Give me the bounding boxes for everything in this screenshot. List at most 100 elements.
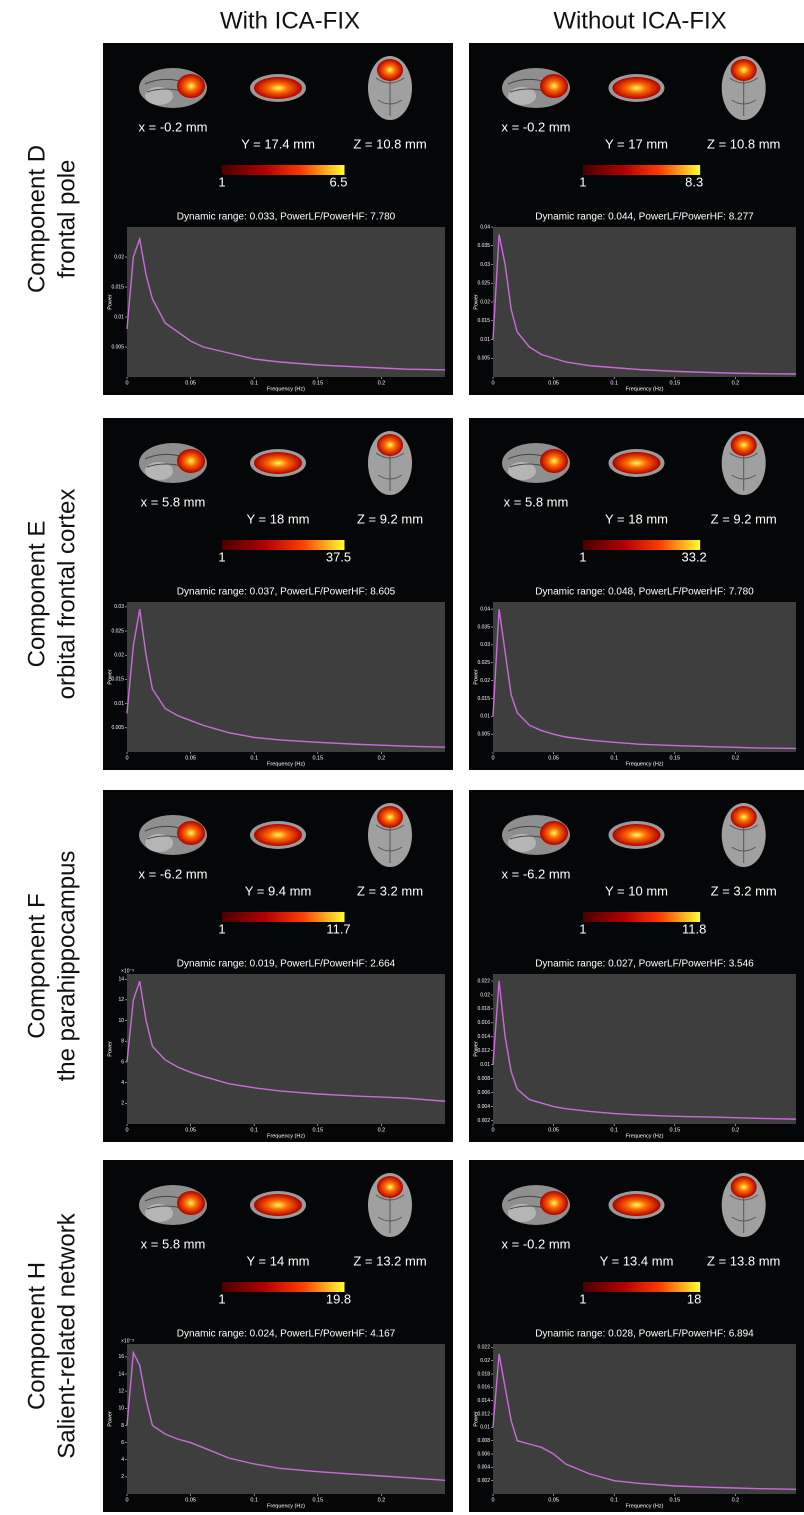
y-tick-label: 14 bbox=[118, 1371, 124, 1377]
slice-label: x = -0.2 mm bbox=[139, 119, 208, 134]
y-tick-label: 0.02 bbox=[114, 653, 124, 659]
x-tick-label: 0.1 bbox=[250, 1497, 258, 1503]
slice-label: Z = 3.2 mm bbox=[711, 883, 777, 898]
x-tick-label: 0.05 bbox=[185, 1127, 196, 1133]
brain-slice bbox=[139, 68, 207, 108]
plot-area bbox=[127, 1344, 445, 1494]
brain-slice bbox=[250, 449, 306, 477]
x-tick-label: 0.2 bbox=[732, 1497, 740, 1503]
colorbar-label: 1 bbox=[579, 174, 586, 189]
x-tick-label: 0 bbox=[125, 380, 128, 386]
y-tick-label: 0.04 bbox=[480, 606, 490, 612]
x-tick-label: 0.2 bbox=[378, 1127, 386, 1133]
y-tick-label: 0.01 bbox=[114, 701, 124, 707]
colorbar-label: 8.3 bbox=[685, 174, 703, 189]
x-tick-label: 0 bbox=[491, 755, 494, 761]
colorbar-label: 1 bbox=[218, 921, 225, 936]
y-tick-label: 0.006 bbox=[477, 1090, 490, 1096]
brain-slice bbox=[722, 56, 766, 120]
y-tick-label: 0.005 bbox=[111, 725, 124, 731]
colorbar-label: 6.5 bbox=[329, 174, 347, 189]
activation bbox=[177, 1191, 205, 1215]
x-tick-label: 0.1 bbox=[250, 1127, 258, 1133]
y-tick-label: 16 bbox=[118, 1354, 124, 1360]
brain-slice bbox=[609, 449, 665, 477]
x-tick-label: 0.05 bbox=[548, 1127, 559, 1133]
activation bbox=[377, 806, 403, 828]
colorbar-label: 1 bbox=[218, 174, 225, 189]
brain-slice bbox=[609, 821, 665, 849]
colorbar-label: 33.2 bbox=[681, 549, 706, 564]
x-tick-label: 0.15 bbox=[312, 1127, 323, 1133]
brain-slice bbox=[502, 815, 570, 855]
y-tick-label: 0.025 bbox=[477, 660, 490, 666]
x-tick-label: 0.15 bbox=[669, 1497, 680, 1503]
brain-slice bbox=[250, 1191, 306, 1219]
row-title: Component F bbox=[23, 893, 50, 1038]
y-tick-label: 0.005 bbox=[477, 731, 490, 737]
activation bbox=[177, 449, 205, 473]
y-tick-label: 0.002 bbox=[477, 1478, 490, 1484]
colorbar-label: 11.8 bbox=[682, 921, 706, 936]
y-tick-label: 0.016 bbox=[477, 1385, 490, 1391]
y-tick-label: 4 bbox=[121, 1457, 124, 1463]
chart-title: Dynamic range: 0.027, PowerLF/PowerHF: 3… bbox=[535, 959, 754, 970]
slice-label: Z = 3.2 mm bbox=[357, 883, 423, 898]
activation bbox=[177, 74, 205, 98]
y-tick-label: 0.02 bbox=[480, 992, 490, 998]
x-tick-label: 0.05 bbox=[548, 380, 559, 386]
y-tick-label: 14 bbox=[118, 977, 124, 983]
column-title: With ICA-FIX bbox=[220, 7, 360, 34]
brain-slice bbox=[368, 56, 412, 120]
x-tick-label: 0.1 bbox=[610, 755, 618, 761]
y-tick-label: 0.008 bbox=[477, 1076, 490, 1082]
activation bbox=[254, 77, 302, 99]
y-tick-label: 0.015 bbox=[111, 284, 124, 290]
y-tick-label: 0.004 bbox=[477, 1465, 490, 1471]
colorbar-label: 1 bbox=[218, 1291, 225, 1306]
y-axis-label: Power bbox=[107, 1411, 113, 1427]
x-axis-label: Frequency (Hz) bbox=[626, 386, 664, 392]
row-subtitle: the parahippocampus bbox=[53, 851, 80, 1082]
slice-label: Z = 13.2 mm bbox=[353, 1253, 426, 1268]
brain-slice bbox=[502, 443, 570, 483]
brain-slice bbox=[250, 74, 306, 102]
x-tick-label: 0.2 bbox=[732, 380, 740, 386]
x-tick-label: 0.05 bbox=[185, 380, 196, 386]
y-tick-label: 0.016 bbox=[477, 1020, 490, 1026]
row-title: Component D bbox=[23, 145, 50, 293]
x-axis-label: Frequency (Hz) bbox=[626, 1503, 664, 1509]
y-multiplier: ×10⁻³ bbox=[121, 968, 134, 974]
column-title: Without ICA-FIX bbox=[553, 7, 726, 34]
x-tick-label: 0.2 bbox=[732, 755, 740, 761]
activation bbox=[540, 821, 568, 845]
y-tick-label: 0.014 bbox=[477, 1398, 490, 1404]
slice-label: Y = 10 mm bbox=[605, 883, 668, 898]
slice-label: Y = 18 mm bbox=[605, 511, 668, 526]
activation bbox=[613, 1194, 661, 1216]
x-axis-label: Frequency (Hz) bbox=[267, 1503, 305, 1509]
chart-title: Dynamic range: 0.028, PowerLF/PowerHF: 6… bbox=[535, 1329, 754, 1340]
y-tick-label: 0.005 bbox=[111, 344, 124, 350]
y-tick-label: 0.01 bbox=[480, 1425, 490, 1431]
x-axis-label: Frequency (Hz) bbox=[267, 761, 305, 767]
activation bbox=[613, 824, 661, 846]
colorbar bbox=[583, 165, 700, 175]
slice-label: Y = 17.4 mm bbox=[241, 136, 315, 151]
brain-slice bbox=[368, 1173, 412, 1237]
y-tick-label: 0.004 bbox=[477, 1104, 490, 1110]
y-tick-label: 0.02 bbox=[480, 299, 490, 305]
chart-title: Dynamic range: 0.037, PowerLF/PowerHF: 8… bbox=[177, 587, 396, 598]
activation bbox=[613, 452, 661, 474]
y-tick-label: 0.01 bbox=[480, 714, 490, 720]
x-tick-label: 0.2 bbox=[378, 380, 386, 386]
y-tick-label: 0.02 bbox=[480, 678, 490, 684]
colorbar bbox=[583, 1282, 700, 1292]
slice-label: x = 5.8 mm bbox=[141, 1236, 206, 1251]
chart-title: Dynamic range: 0.044, PowerLF/PowerHF: 8… bbox=[535, 212, 754, 223]
x-tick-label: 0.2 bbox=[378, 755, 386, 761]
plot-area bbox=[493, 1344, 796, 1494]
slice-label: Y = 13.4 mm bbox=[600, 1253, 674, 1268]
row-title: Component E bbox=[23, 521, 50, 668]
colorbar-label: 1 bbox=[579, 921, 586, 936]
